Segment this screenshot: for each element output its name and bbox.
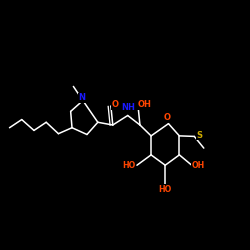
Text: OH: OH (192, 161, 205, 170)
Text: NH: NH (121, 103, 135, 112)
Text: O: O (164, 112, 170, 122)
Text: N: N (78, 93, 85, 102)
Text: HO: HO (158, 185, 171, 194)
Text: O: O (112, 100, 118, 110)
Text: S: S (196, 130, 202, 140)
Text: HO: HO (122, 161, 136, 170)
Text: OH: OH (138, 100, 152, 109)
